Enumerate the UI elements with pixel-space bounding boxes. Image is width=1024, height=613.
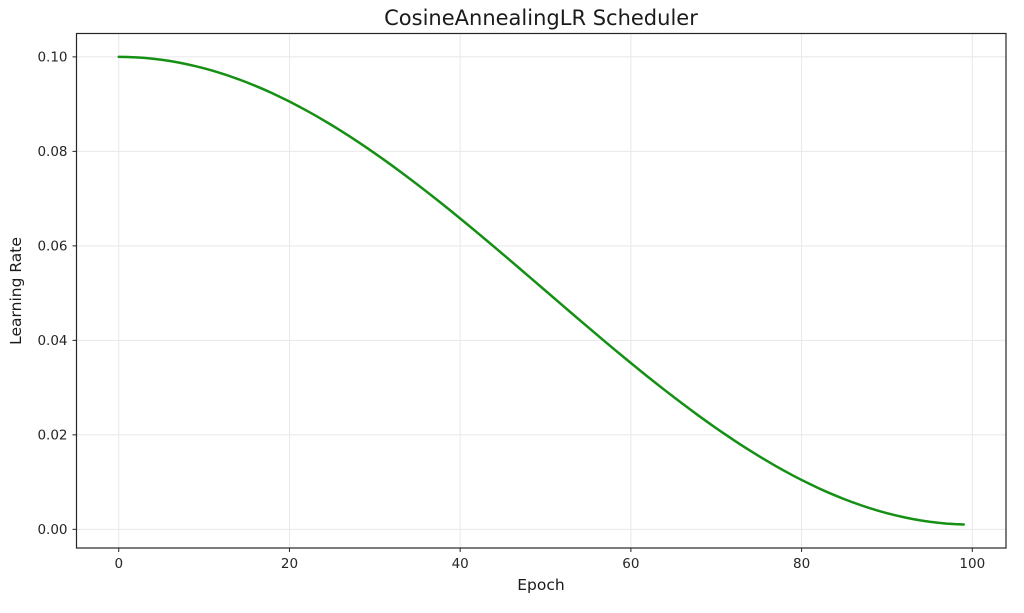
x-tick-label: 100 <box>959 556 985 572</box>
y-axis-label: Learning Rate <box>7 237 25 345</box>
x-tick-label: 20 <box>281 556 298 572</box>
grid-lines <box>76 33 1006 548</box>
plot-border <box>75 32 1007 549</box>
y-tick-label: 0.06 <box>37 238 67 254</box>
x-tick-label: 40 <box>452 556 469 572</box>
x-axis-label: Epoch <box>517 576 564 594</box>
lr-curve <box>117 55 965 526</box>
y-tick-label: 0.02 <box>37 427 67 443</box>
y-tick-label: 0.00 <box>37 522 67 538</box>
chart-title: CosineAnnealingLR Scheduler <box>384 6 698 30</box>
y-tick-label: 0.04 <box>37 333 67 349</box>
x-tick-label: 0 <box>114 556 123 572</box>
y-tick-label: 0.08 <box>37 144 67 160</box>
tick-labels: 0 20 40 60 80 100 0.00 0.02 0.04 0.06 0.08 0.10 <box>37 49 985 572</box>
x-tick-label: 80 <box>793 556 810 572</box>
x-tick-label: 60 <box>622 556 639 572</box>
y-tick-label: 0.10 <box>37 49 67 65</box>
axis-ticks <box>72 56 973 552</box>
